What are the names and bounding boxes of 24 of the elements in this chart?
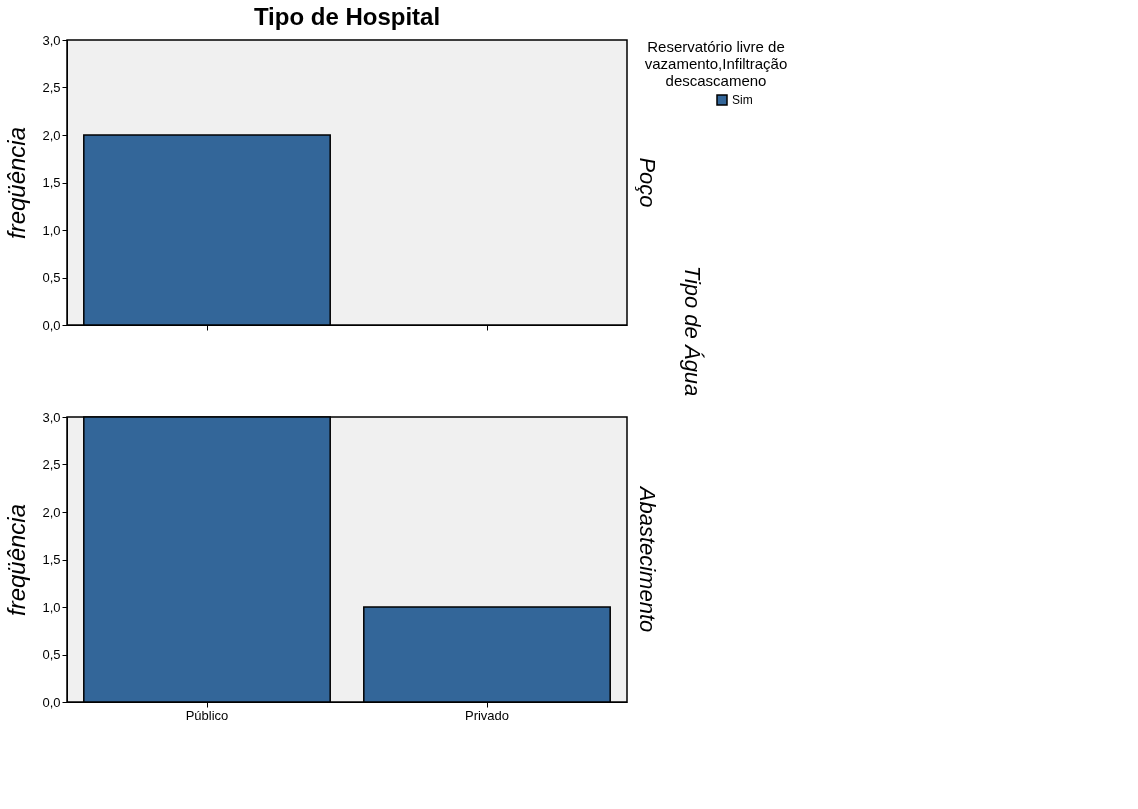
legend-label: Sim [732, 93, 753, 107]
legend-title: Reservatório livre de vazamento,Infiltração descascameno [644, 38, 788, 89]
x-tick-label: Público [185, 707, 229, 723]
text: Poço [635, 157, 660, 208]
y-axis-title: freqüência [3, 503, 31, 617]
y-tick-label: 3,0 [42, 32, 61, 48]
y-axis-title: freqüência [3, 126, 31, 240]
text: Abastecimento [635, 484, 660, 633]
y-tick-label: 0,0 [42, 317, 61, 333]
chart-title: Tipo de Hospital [253, 3, 441, 30]
y-tick-label: 2,5 [42, 80, 61, 95]
y-tick-label: 0,5 [42, 270, 61, 285]
y-tick-label: 2,0 [42, 127, 61, 143]
y-tick-label: 3,0 [42, 409, 61, 425]
y-tick-label: 1,5 [42, 175, 61, 190]
y-tick-label: 0,0 [42, 694, 61, 710]
text: Tipo de Água [680, 265, 705, 397]
y-tick-label: 2,0 [42, 504, 61, 520]
y-tick-label: 2,5 [42, 457, 61, 472]
y-tick-label: 1,0 [42, 599, 61, 615]
y-tick-label: 0,5 [42, 647, 61, 662]
x-tick-label: Privado [464, 707, 510, 723]
y-tick-label: 1,0 [42, 222, 61, 238]
y-tick-label: 1,5 [42, 552, 61, 567]
